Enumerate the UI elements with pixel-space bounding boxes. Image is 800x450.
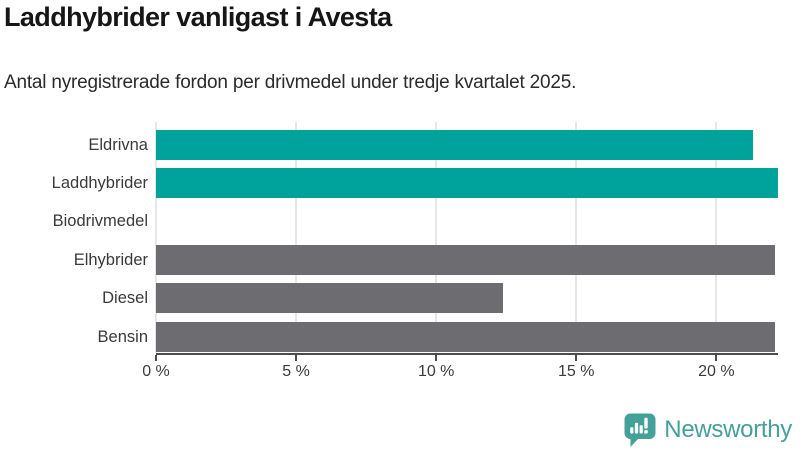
gridline	[575, 122, 578, 353]
axis-tick-label: 10 %	[417, 363, 455, 380]
axis-tick-label: 5 %	[282, 363, 310, 380]
x-axis-line	[156, 353, 778, 355]
bar-chart-plot-area: Eldrivna Laddhybrider Biodrivmedel Elhybrid…	[51, 122, 778, 380]
bar	[156, 129, 753, 160]
gridline	[295, 122, 298, 353]
category-label: Bensin	[97, 327, 148, 346]
chart-title: Laddhybrider vanligast i Avesta	[4, 2, 392, 32]
gridline	[715, 122, 718, 353]
brand-footer: Newsworthy	[623, 412, 792, 448]
axis-tick-label: 15 %	[558, 363, 595, 380]
gridline	[155, 122, 157, 353]
category-label: Eldrivna	[88, 135, 148, 154]
axis-tick	[435, 355, 438, 361]
newsworthy-logo-icon	[624, 413, 656, 447]
gridline	[435, 122, 438, 353]
axis-tick	[295, 355, 298, 361]
axis-tick	[575, 355, 578, 361]
axis-tick-label: 0 %	[142, 363, 170, 380]
category-label: Biodrivmedel	[52, 212, 148, 231]
brand-name: Newsworthy	[664, 416, 792, 443]
category-label: Elhybrider	[73, 250, 148, 269]
bar	[156, 244, 776, 275]
axis-tick	[155, 355, 157, 361]
bar	[156, 321, 776, 352]
category-label: Diesel	[102, 289, 148, 308]
bar	[156, 167, 778, 198]
axis-tick-label: 20 %	[698, 363, 735, 380]
category-label: Laddhybrider	[51, 173, 148, 192]
bar	[156, 283, 504, 314]
axis-tick	[715, 355, 718, 361]
chart-subtitle: Antal nyregistrerade fordon per drivmede…	[4, 72, 577, 93]
